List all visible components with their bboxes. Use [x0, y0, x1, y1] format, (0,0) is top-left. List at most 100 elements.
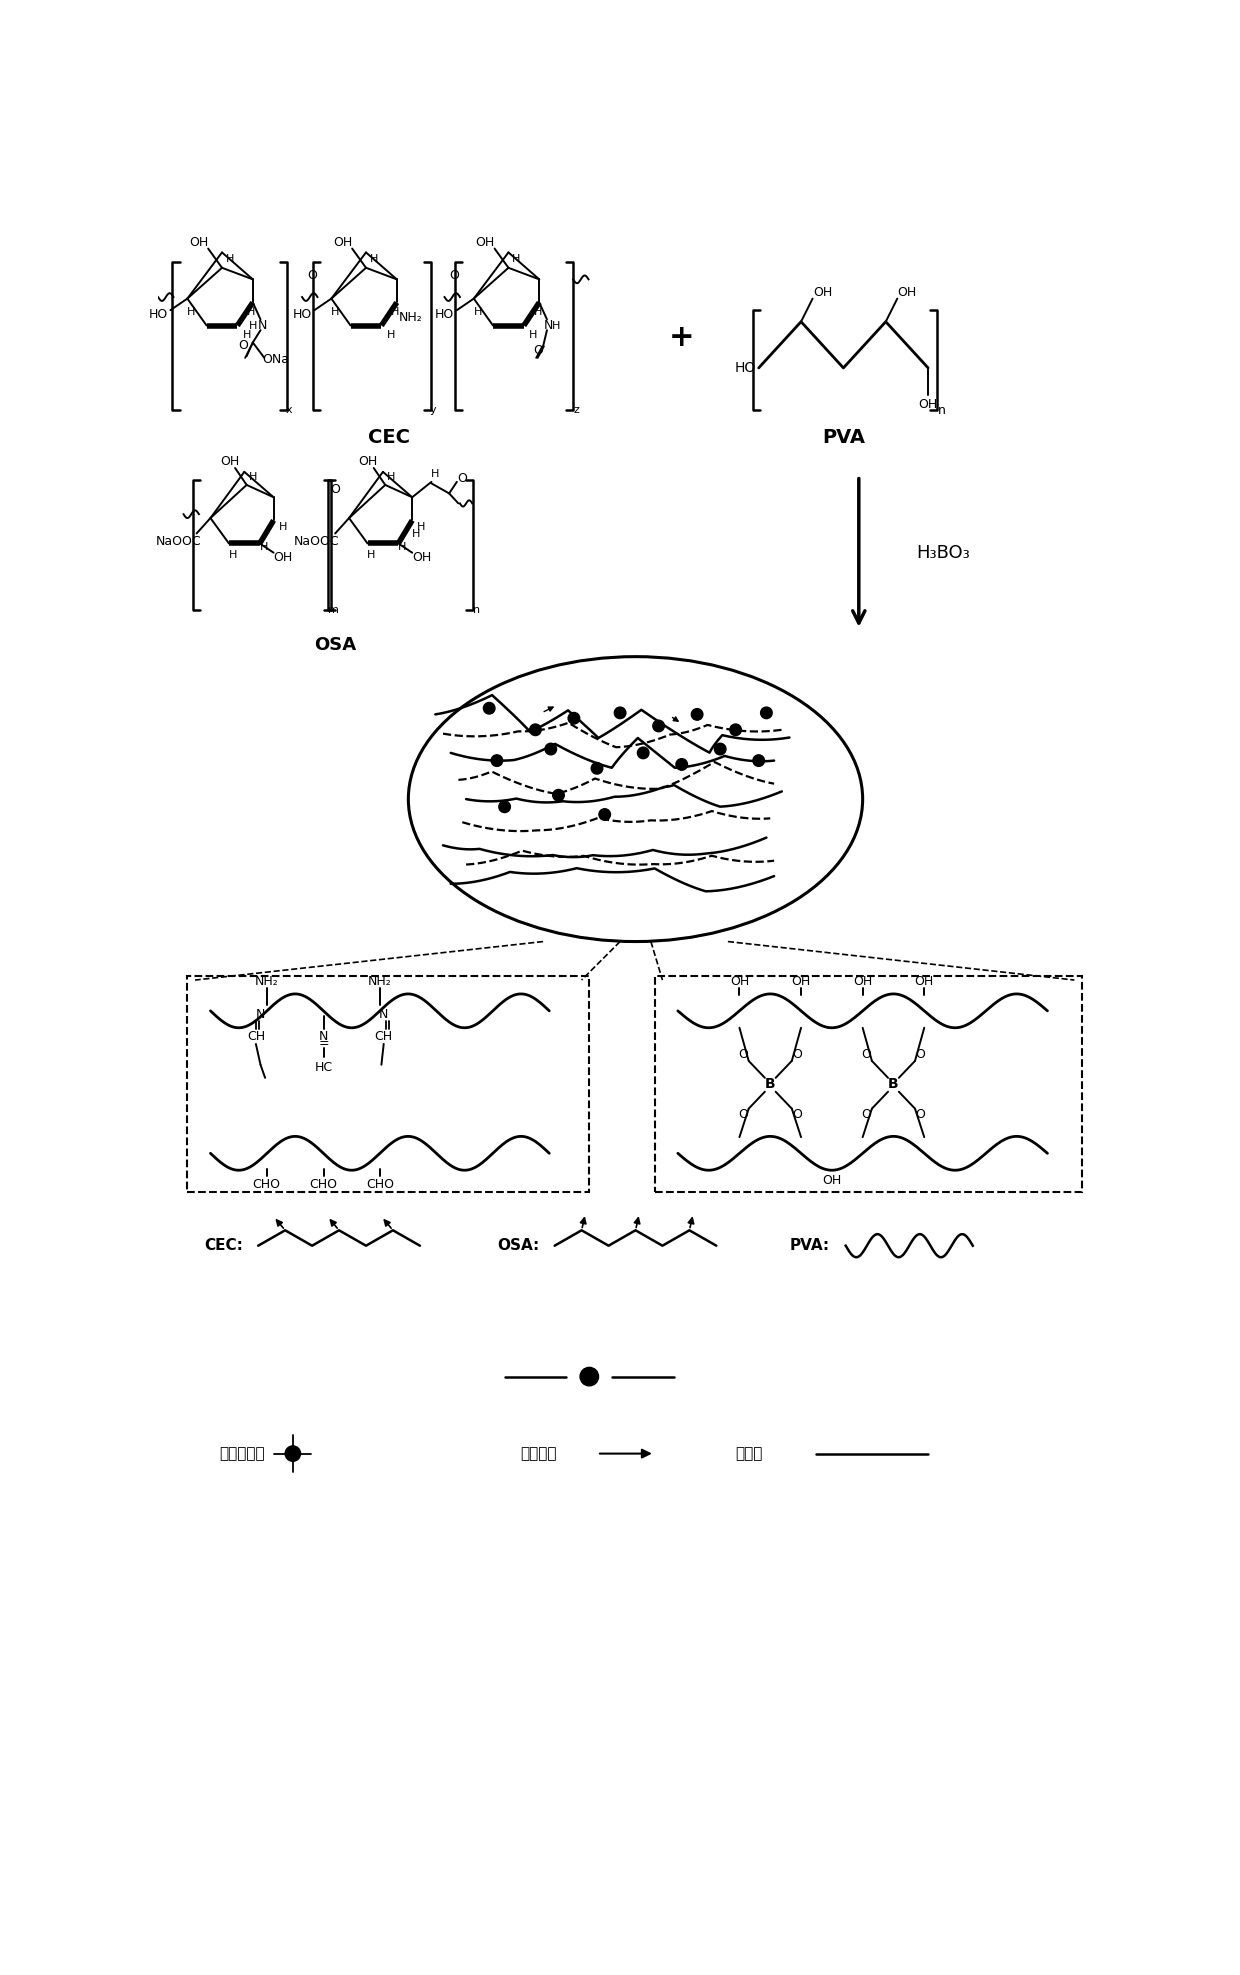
Text: PVA: PVA — [822, 429, 866, 446]
Text: OH: OH — [412, 551, 432, 563]
Text: PVA:: PVA: — [790, 1238, 830, 1254]
Text: O: O — [738, 1049, 748, 1061]
Text: B: B — [765, 1076, 775, 1090]
Text: CEC:: CEC: — [205, 1238, 243, 1254]
Text: OH: OH — [898, 286, 916, 298]
Text: H: H — [387, 472, 396, 482]
Text: OH: OH — [219, 456, 239, 468]
Text: OH: OH — [476, 235, 495, 249]
Text: H: H — [391, 306, 399, 316]
Text: NH₂: NH₂ — [399, 312, 423, 324]
Text: H: H — [474, 308, 482, 318]
Text: n: n — [472, 606, 480, 616]
Circle shape — [546, 743, 557, 754]
Text: x: x — [285, 405, 293, 415]
Text: H: H — [228, 549, 237, 561]
Circle shape — [730, 725, 742, 735]
Text: OH: OH — [919, 399, 937, 411]
Circle shape — [498, 802, 511, 812]
Text: OH: OH — [273, 551, 293, 563]
Text: NH₂: NH₂ — [368, 976, 392, 988]
Text: O: O — [738, 1108, 748, 1122]
Text: NaOOC: NaOOC — [294, 535, 340, 547]
Text: O: O — [330, 484, 340, 496]
Text: H: H — [249, 320, 257, 330]
Text: H: H — [259, 543, 268, 553]
Circle shape — [652, 721, 665, 731]
Text: CHO: CHO — [310, 1177, 337, 1191]
Text: NH₂: NH₂ — [254, 976, 279, 988]
Text: HO: HO — [293, 308, 311, 320]
Text: H: H — [243, 330, 250, 340]
Circle shape — [491, 754, 502, 766]
Text: OH: OH — [730, 976, 749, 988]
Circle shape — [676, 758, 687, 770]
Text: CH: CH — [374, 1029, 393, 1043]
Text: O: O — [915, 1108, 925, 1122]
Text: OH: OH — [334, 235, 352, 249]
Text: N: N — [379, 1007, 388, 1021]
Text: OSA:: OSA: — [497, 1238, 539, 1254]
Text: H: H — [552, 320, 560, 330]
Text: 亚胺键：: 亚胺键： — [520, 1446, 557, 1462]
Text: H: H — [512, 253, 521, 263]
Circle shape — [760, 707, 773, 719]
Text: N: N — [544, 320, 553, 332]
Text: m: m — [329, 606, 339, 616]
Circle shape — [692, 709, 703, 721]
Text: O: O — [458, 472, 467, 484]
Text: HO: HO — [435, 308, 454, 320]
Circle shape — [568, 713, 579, 725]
Text: H: H — [533, 306, 542, 316]
Text: HO: HO — [149, 308, 167, 320]
Text: H: H — [249, 472, 257, 482]
Text: H₃BO₃: H₃BO₃ — [916, 543, 971, 561]
Text: N: N — [258, 320, 267, 332]
Text: ONa: ONa — [263, 354, 289, 365]
Text: H: H — [412, 529, 420, 539]
Text: OH: OH — [190, 235, 208, 249]
Text: O: O — [238, 340, 248, 352]
Text: H: H — [367, 549, 376, 561]
Text: H: H — [331, 308, 340, 318]
Text: HO: HO — [734, 361, 755, 375]
Text: B: B — [888, 1076, 899, 1090]
Text: H: H — [417, 521, 425, 531]
Text: H: H — [370, 253, 378, 263]
Text: H: H — [247, 306, 255, 316]
Text: OH: OH — [853, 976, 872, 988]
Text: CH: CH — [247, 1029, 265, 1043]
Text: CHO: CHO — [253, 1177, 280, 1191]
Text: O: O — [792, 1049, 802, 1061]
Text: H: H — [187, 308, 196, 318]
Text: N: N — [255, 1007, 265, 1021]
Text: O: O — [915, 1049, 925, 1061]
Text: O: O — [533, 344, 543, 357]
Text: 氢键：: 氢键： — [735, 1446, 763, 1462]
Text: OH: OH — [358, 456, 378, 468]
Text: z: z — [573, 405, 579, 415]
Text: H: H — [529, 330, 537, 340]
Circle shape — [753, 754, 765, 766]
Text: OH: OH — [822, 1173, 842, 1187]
Circle shape — [614, 707, 626, 719]
Text: H: H — [398, 543, 407, 553]
Text: OH: OH — [791, 976, 811, 988]
Text: CHO: CHO — [366, 1177, 394, 1191]
Text: OH: OH — [813, 286, 832, 298]
Text: NaOOC: NaOOC — [155, 535, 201, 547]
Circle shape — [285, 1446, 300, 1462]
Text: H: H — [387, 330, 394, 340]
Text: H: H — [432, 470, 439, 480]
Text: +: + — [668, 322, 694, 352]
Text: 硼酸酯键：: 硼酸酯键： — [219, 1446, 265, 1462]
Text: O: O — [862, 1049, 872, 1061]
Circle shape — [580, 1367, 599, 1386]
Circle shape — [714, 743, 725, 754]
Text: H: H — [279, 521, 286, 531]
Circle shape — [484, 703, 495, 715]
Text: =: = — [319, 1037, 329, 1051]
Circle shape — [599, 808, 610, 820]
Text: H: H — [226, 253, 234, 263]
Circle shape — [591, 762, 603, 774]
